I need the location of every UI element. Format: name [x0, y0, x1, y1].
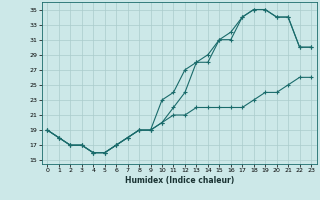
X-axis label: Humidex (Indice chaleur): Humidex (Indice chaleur) [124, 176, 234, 185]
